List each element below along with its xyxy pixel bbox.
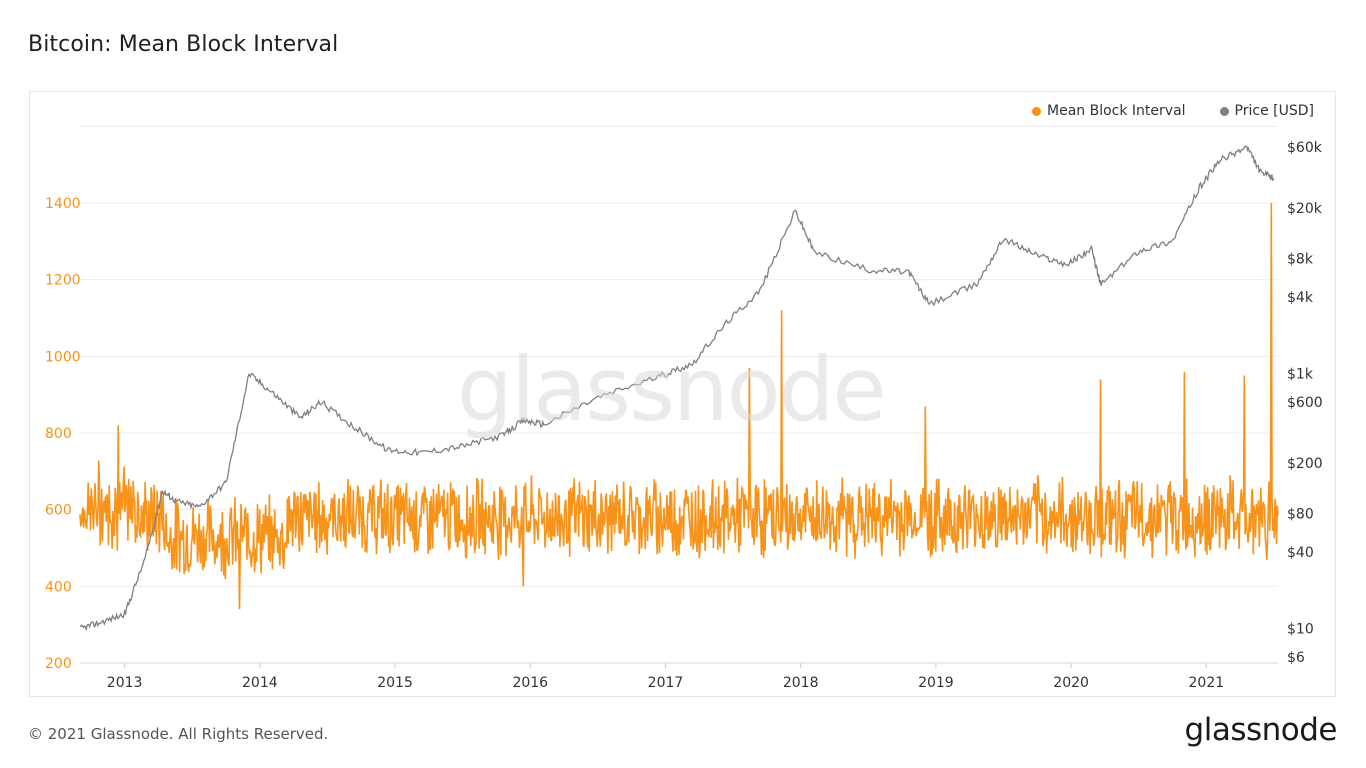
- right-tick-label: $200: [1287, 456, 1323, 472]
- right-tick-label: $10: [1287, 622, 1314, 638]
- x-tick-label: 2018: [783, 675, 819, 691]
- legend-label-price: Price [USD]: [1234, 103, 1314, 119]
- left-tick-label: 800: [45, 426, 72, 442]
- legend-item-price[interactable]: Price [USD]: [1219, 103, 1314, 119]
- x-tick-label: 2020: [1053, 675, 1089, 691]
- chart-panel: [29, 91, 1336, 697]
- left-tick-label: 200: [45, 656, 72, 672]
- x-tick-label: 2013: [107, 675, 143, 691]
- brand-logo: glassnode: [1184, 712, 1338, 748]
- chart-title: Bitcoin: Mean Block Interval: [28, 32, 339, 57]
- left-tick-label: 1000: [45, 349, 81, 365]
- left-tick-label: 600: [45, 503, 72, 519]
- x-tick-label: 2015: [377, 675, 413, 691]
- copyright: © 2021 Glassnode. All Rights Reserved.: [28, 725, 329, 743]
- watermark: glassnode: [457, 338, 887, 441]
- right-tick-label: $4k: [1287, 290, 1314, 306]
- x-tick-label: 2021: [1189, 675, 1225, 691]
- legend-dot-price: [1219, 106, 1229, 116]
- left-tick-label: 400: [45, 579, 72, 595]
- right-tick-label: $600: [1287, 395, 1323, 411]
- price-line: [79, 145, 1275, 630]
- x-tick-label: 2014: [242, 675, 278, 691]
- right-tick-label: $6: [1287, 650, 1305, 666]
- legend-dot-mbi: [1032, 106, 1042, 116]
- left-tick-label: 1400: [45, 196, 81, 212]
- right-tick-label: $60k: [1287, 140, 1323, 156]
- legend-label-mbi: Mean Block Interval: [1047, 103, 1186, 119]
- right-tick-label: $8k: [1287, 252, 1314, 268]
- right-tick-label: $40: [1287, 545, 1314, 561]
- x-tick-label: 2019: [918, 675, 954, 691]
- x-tick-label: 2016: [512, 675, 548, 691]
- right-tick-label: $80: [1287, 507, 1314, 523]
- legend: Mean Block Interval Price [USD]: [1032, 103, 1314, 119]
- left-tick-label: 1200: [45, 273, 81, 289]
- right-tick-label: $1k: [1287, 367, 1314, 383]
- right-tick-label: $20k: [1287, 201, 1323, 217]
- x-tick-label: 2017: [648, 675, 684, 691]
- legend-item-mean-block-interval[interactable]: Mean Block Interval: [1032, 103, 1186, 119]
- mean-block-interval-line: [79, 202, 1279, 610]
